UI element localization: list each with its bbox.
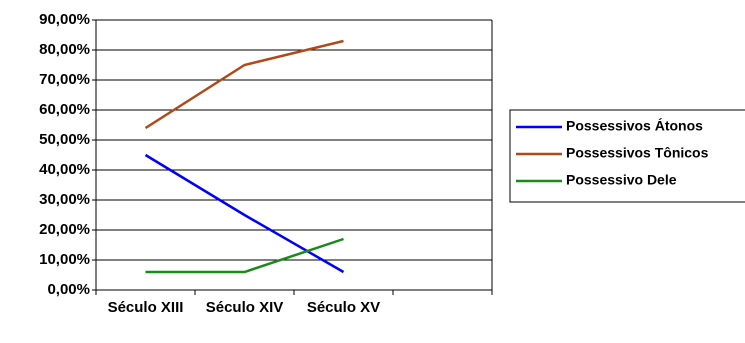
y-tick-label: 10,00% [39,251,90,268]
y-tick-label: 80,00% [39,41,90,58]
legend-label: Possessivo Dele [566,172,677,188]
x-tick-label: Século XIV [205,299,284,316]
y-tick-label: 70,00% [39,71,90,88]
series-line [144,153,345,274]
legend-label: Possessivos Tônicos [566,145,709,161]
series-line [144,39,344,130]
y-tick-label: 60,00% [39,101,90,118]
y-tick-label: 40,00% [39,161,90,178]
y-tick-label: 0,00% [47,281,90,298]
series-line [145,237,344,274]
y-tick-label: 20,00% [39,221,90,238]
x-tick-label: Século XV [306,299,381,316]
x-tick-label: Século XIII [107,299,184,316]
y-tick-label: 50,00% [39,131,90,148]
legend-label: Possessivos Átonos [566,118,703,134]
legend-box [509,109,745,203]
y-tick-label: 90,00% [39,11,90,28]
y-tick-label: 30,00% [39,191,90,208]
